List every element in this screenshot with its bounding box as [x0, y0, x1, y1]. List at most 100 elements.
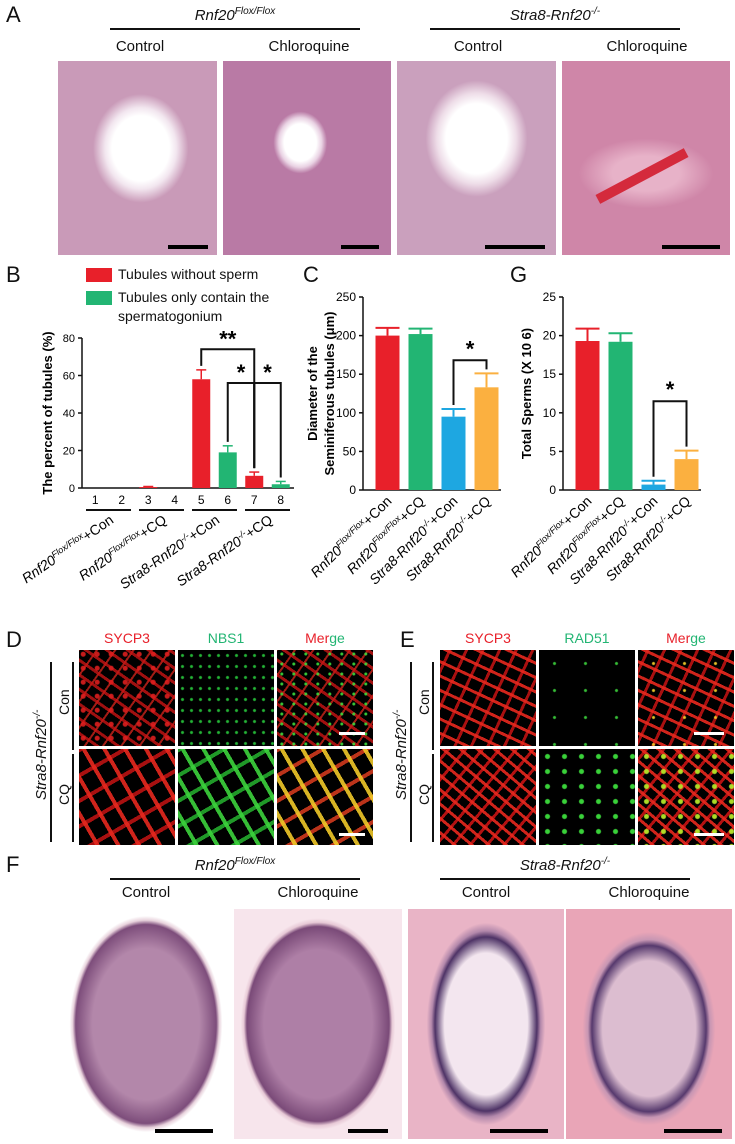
- panel-letter-e: E: [400, 627, 415, 652]
- condition-label-a-4: Chloroquine: [606, 38, 688, 55]
- significance-label: *: [237, 360, 246, 385]
- fluor-e-cq-merge: [638, 749, 734, 845]
- row-bracket-e-cq: [432, 754, 434, 842]
- condition-label-a-3: Control: [453, 38, 503, 55]
- bar: [474, 387, 499, 490]
- chart-c: 050100150200250Rnf20Flox/Flox+ConRnf20Fl…: [305, 290, 501, 587]
- condition-label-a-1: Control: [115, 38, 165, 55]
- bar: [218, 452, 237, 488]
- genotype-bracket-e: [410, 662, 412, 842]
- scale-bar: [485, 245, 545, 249]
- fluor-d-cq-merge: [277, 749, 373, 845]
- channel-label-d-merge: Merge: [305, 630, 345, 646]
- micrograph-f-chloroquine-flox: [233, 908, 403, 1140]
- bar: [245, 475, 264, 488]
- scale-bar: [662, 245, 720, 249]
- row-label-d-cq: CQ: [56, 784, 72, 805]
- significance-bracket: [652, 400, 688, 477]
- genotype-label-f-left: Rnf20Flox/Flox: [194, 856, 276, 874]
- micrograph-f-control-flox: [62, 908, 230, 1140]
- bar: [271, 484, 290, 488]
- chart-g: 0510152025Rnf20Flox/Flox+ConRnf20Flox/Fl…: [507, 290, 701, 587]
- y-tick-label: 100: [336, 406, 356, 420]
- row-bracket-d-con: [72, 662, 74, 750]
- bar: [608, 341, 633, 490]
- panel-letter-g: G: [510, 262, 528, 287]
- y-tick-label: 80: [63, 333, 75, 345]
- row-bracket-d-cq: [72, 754, 74, 842]
- scale-bar: [341, 245, 379, 249]
- fluor-e-con-rad51: [539, 650, 635, 746]
- scale-bar: [348, 1129, 388, 1133]
- panel-letter-b: B: [6, 262, 21, 287]
- y-tick-label: 15: [543, 367, 557, 381]
- bar: [139, 487, 158, 488]
- y-axis-label: Diameter of the Seminiferous tubules (μm): [305, 312, 337, 476]
- fluor-d-cq-nbs1: [178, 749, 274, 845]
- panel-letter-f: F: [6, 852, 20, 877]
- group-label: Rnf20Flox/Flox+Con: [19, 511, 116, 586]
- fluor-e-cq-rad51: [539, 749, 635, 845]
- y-tick-label: 0: [549, 483, 556, 497]
- condition-label-f-1: Control: [121, 884, 171, 901]
- significance-label: **: [219, 326, 237, 351]
- row-label-e-con: Con: [416, 689, 432, 715]
- y-tick-label: 10: [543, 406, 557, 420]
- group-label: Stra8-Rnf20-/-+CQ: [173, 511, 275, 589]
- legend-label-spermatogonium-2: spermatogonium: [118, 308, 223, 324]
- bar-number: 8: [277, 493, 284, 507]
- condition-label-f-3: Control: [461, 884, 511, 901]
- significance-bracket: [253, 382, 282, 478]
- significance-label: *: [466, 336, 475, 361]
- channel-label-d-sycp3: SYCP3: [104, 630, 150, 646]
- y-tick-label: 150: [336, 367, 356, 381]
- condition-label-a-2: Chloroquine: [268, 38, 350, 55]
- bar-number: 2: [118, 493, 125, 507]
- panel-letter-d: D: [6, 627, 22, 652]
- y-tick-label: 20: [543, 329, 557, 343]
- red-blood-streak: [595, 148, 689, 204]
- panel-letter-a: A: [6, 2, 21, 27]
- row-label-d-con: Con: [56, 689, 72, 715]
- micrograph-f-chloroquine-ko: [565, 908, 733, 1140]
- y-tick-label: 50: [343, 444, 357, 458]
- y-tick-label: 25: [543, 290, 557, 304]
- bar-number: 7: [251, 493, 258, 507]
- bar: [408, 334, 433, 490]
- genotype-label-a-right: Stra8-Rnf20-/-: [509, 6, 601, 24]
- scale-bar: [694, 732, 724, 735]
- y-tick-label: 60: [63, 371, 75, 383]
- micrograph-a-chloroquine-flox: [222, 60, 392, 256]
- scale-bar: [694, 833, 724, 836]
- fluor-e-cq-sycp3: [440, 749, 536, 845]
- genotype-bracket-f-left: [110, 878, 360, 880]
- bar: [674, 459, 699, 490]
- condition-label-f-4: Chloroquine: [608, 884, 690, 901]
- legend-label-spermatogonium: Tubules only contain the: [118, 289, 270, 305]
- fluor-e-con-sycp3: [440, 650, 536, 746]
- group-label: Stra8-Rnf20-/-+Con: [117, 511, 223, 592]
- scale-bar: [339, 732, 365, 735]
- condition-label-f-2: Chloroquine: [277, 884, 359, 901]
- group-label: Rnf20Flox/Flox+CQ: [76, 511, 170, 583]
- scale-bar: [168, 245, 208, 249]
- scale-bar: [490, 1129, 548, 1133]
- bar: [441, 416, 466, 490]
- y-tick-label: 0: [69, 483, 75, 495]
- scale-bar: [664, 1129, 722, 1133]
- fluor-d-con-merge: [277, 650, 373, 746]
- micrograph-f-control-ko: [407, 908, 565, 1140]
- genotype-label-f-right: Stra8-Rnf20-/-: [519, 856, 611, 874]
- scale-bar: [339, 833, 365, 836]
- genotype-label-e: Stra8-Rnf20-/-: [392, 709, 410, 800]
- fluor-e-con-merge: [638, 650, 734, 746]
- panel-letter-c: C: [303, 262, 319, 287]
- y-tick-label: 200: [336, 329, 356, 343]
- fluor-d-cq-sycp3: [79, 749, 175, 845]
- y-tick-label: 40: [63, 408, 75, 420]
- bar: [192, 379, 211, 488]
- channel-label-e-rad51: RAD51: [564, 630, 610, 646]
- genotype-bracket-f-right: [440, 878, 690, 880]
- genotype-bracket-a-left: [110, 28, 360, 30]
- channel-label-d-nbs1: NBS1: [207, 630, 245, 646]
